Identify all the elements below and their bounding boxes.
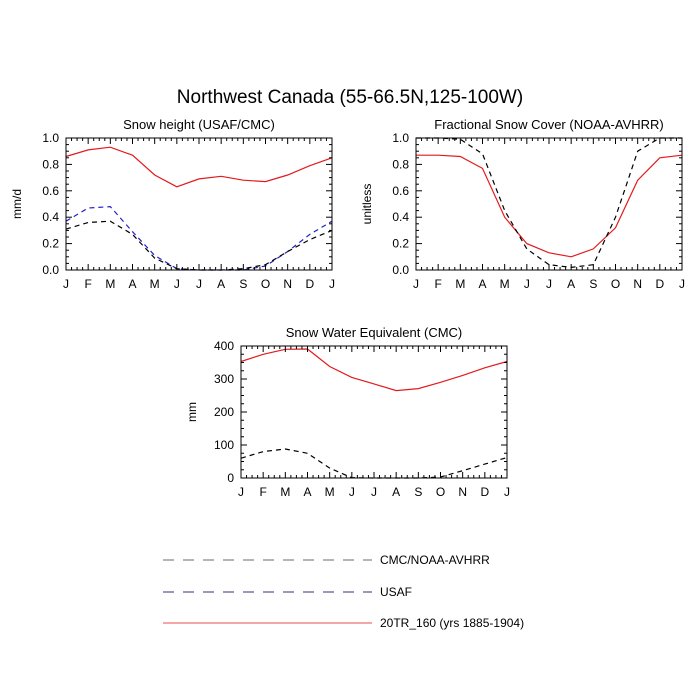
chart-1-xtick-label: O xyxy=(611,277,620,291)
chart-2-series-20tr-160-line xyxy=(240,348,508,392)
chart-0-xtick-label: S xyxy=(239,277,247,291)
legend: CMC/NOAA-AVHRR USAF 20TR_160 (yrs 1885-190… xyxy=(163,553,524,630)
chart-1-ytick-label: 0.6 xyxy=(392,184,409,198)
legend-label-1: USAF xyxy=(380,585,412,599)
legend-label-0: CMC/NOAA-AVHRR xyxy=(380,553,490,567)
chart-2-xtick-label: M xyxy=(280,485,290,499)
chart-1-xtick-label: J xyxy=(679,277,685,291)
chart-1-xtick-label: F xyxy=(434,277,441,291)
chart-0-xtick-label: A xyxy=(128,277,136,291)
legend-label-2: 20TR_160 (yrs 1885-1904) xyxy=(380,616,524,630)
chart-0-xtick-label: M xyxy=(150,277,160,291)
chart-2-ytick-label: 100 xyxy=(214,438,234,452)
chart-1-title: Fractional Snow Cover (NOAA-AVHRR) xyxy=(434,117,663,132)
panel-snow-water-equivalent: Snow Water Equivalent (CMC)mmJ F M A M J J A S O N… xyxy=(185,325,510,499)
chart-1-xtick-label: D xyxy=(655,277,664,291)
chart-2-xtick-label: N xyxy=(458,485,467,499)
chart-1-xtick-label: J xyxy=(524,277,530,291)
chart-2-series-cmc-noaa-avhrr-line xyxy=(240,448,508,479)
panel-fractional-snow-cover: Fractional Snow Cover (NOAA-AVHRR) unitle… xyxy=(360,117,685,291)
chart-2-ytick-label: 400 xyxy=(214,339,234,353)
chart-2-xtick-label: J xyxy=(504,485,510,499)
chart-1-xtick-label: A xyxy=(478,277,486,291)
chart-1-xtick-label: M xyxy=(455,277,465,291)
chart-2-xtick-label: A xyxy=(303,485,311,499)
chart-0-ytick-label: 1.0 xyxy=(42,131,59,145)
chart-0-xtick-label: M xyxy=(105,277,115,291)
chart-0-ytick-label: 0.2 xyxy=(42,237,59,251)
chart-1-ylabel: unitless xyxy=(360,184,374,225)
panel-snow-height: Snow height (USAF/CMC)mm/dJ F M A M J J A S O N D J0… xyxy=(10,117,335,291)
chart-1-ytick-label: 0.4 xyxy=(392,210,409,224)
chart-2-xtick-label: J xyxy=(371,485,377,499)
chart-0-xtick-label: N xyxy=(283,277,292,291)
chart-0-series-20tr-160-line xyxy=(65,146,333,188)
chart-2-ytick-label: 300 xyxy=(214,372,234,386)
chart-0-series-cmc-noaa-avhrr-line xyxy=(65,220,333,271)
chart-0-xtick-label: J xyxy=(174,277,180,291)
chart-2-title: Snow Water Equivalent (CMC) xyxy=(286,325,463,340)
chart-2-ylabel: mm xyxy=(185,402,199,422)
chart-0-xtick-label: J xyxy=(196,277,202,291)
chart-2-xtick-label: J xyxy=(349,485,355,499)
chart-1-xtick-label: M xyxy=(500,277,510,291)
chart-0-xtick-label: D xyxy=(305,277,314,291)
chart-1-xtick-label: N xyxy=(633,277,642,291)
chart-0-ylabel: mm/d xyxy=(10,189,24,219)
chart-1-xtick-label: S xyxy=(589,277,597,291)
chart-1-ytick-label: 1.0 xyxy=(392,131,409,145)
chart-0-ytick-label: 0.6 xyxy=(42,184,59,198)
chart-1-series-cmc-noaa-avhrr-line xyxy=(416,137,682,269)
chart-0-xtick-label: A xyxy=(217,277,225,291)
chart-2-xtick-label: D xyxy=(480,485,489,499)
chart-2-ytick-label: 0 xyxy=(227,471,234,485)
chart-2-frame xyxy=(240,345,508,479)
main-title: Northwest Canada (55-66.5N,125-100W) xyxy=(177,87,523,108)
chart-2-xtick-label: A xyxy=(392,485,400,499)
chart-1-xtick-label: J xyxy=(413,277,419,291)
chart-0-title: Snow height (USAF/CMC) xyxy=(123,117,275,132)
chart-1-series-20tr-160-line xyxy=(416,154,683,258)
chart-2-xtick-label: S xyxy=(414,485,422,499)
chart-0-series-usaf-line xyxy=(65,205,333,271)
chart-0-ytick-label: 0.0 xyxy=(42,263,59,277)
chart-0-xtick-label: J xyxy=(63,277,69,291)
chart-1-xtick-label: A xyxy=(567,277,575,291)
chart-1-frame xyxy=(415,137,683,271)
chart-0-xtick-label: O xyxy=(261,277,270,291)
chart-1-xtick-label: J xyxy=(546,277,552,291)
chart-1-ytick-label: 0.0 xyxy=(392,263,409,277)
chart-1-ytick-label: 0.2 xyxy=(392,237,409,251)
chart-0-xtick-label: F xyxy=(84,277,91,291)
chart-0-xtick-label: J xyxy=(329,277,335,291)
chart-0-frame xyxy=(65,137,333,271)
chart-2-xtick-label: F xyxy=(259,485,266,499)
chart-2-xtick-label: O xyxy=(436,485,445,499)
chart-0-ytick-label: 0.8 xyxy=(42,157,59,171)
chart-0-ytick-label: 0.4 xyxy=(42,210,59,224)
chart-2-xtick-label: J xyxy=(238,485,244,499)
chart-2-xtick-label: M xyxy=(325,485,335,499)
chart-1-ytick-label: 0.8 xyxy=(392,157,409,171)
chart-2-ytick-label: 200 xyxy=(214,405,234,419)
